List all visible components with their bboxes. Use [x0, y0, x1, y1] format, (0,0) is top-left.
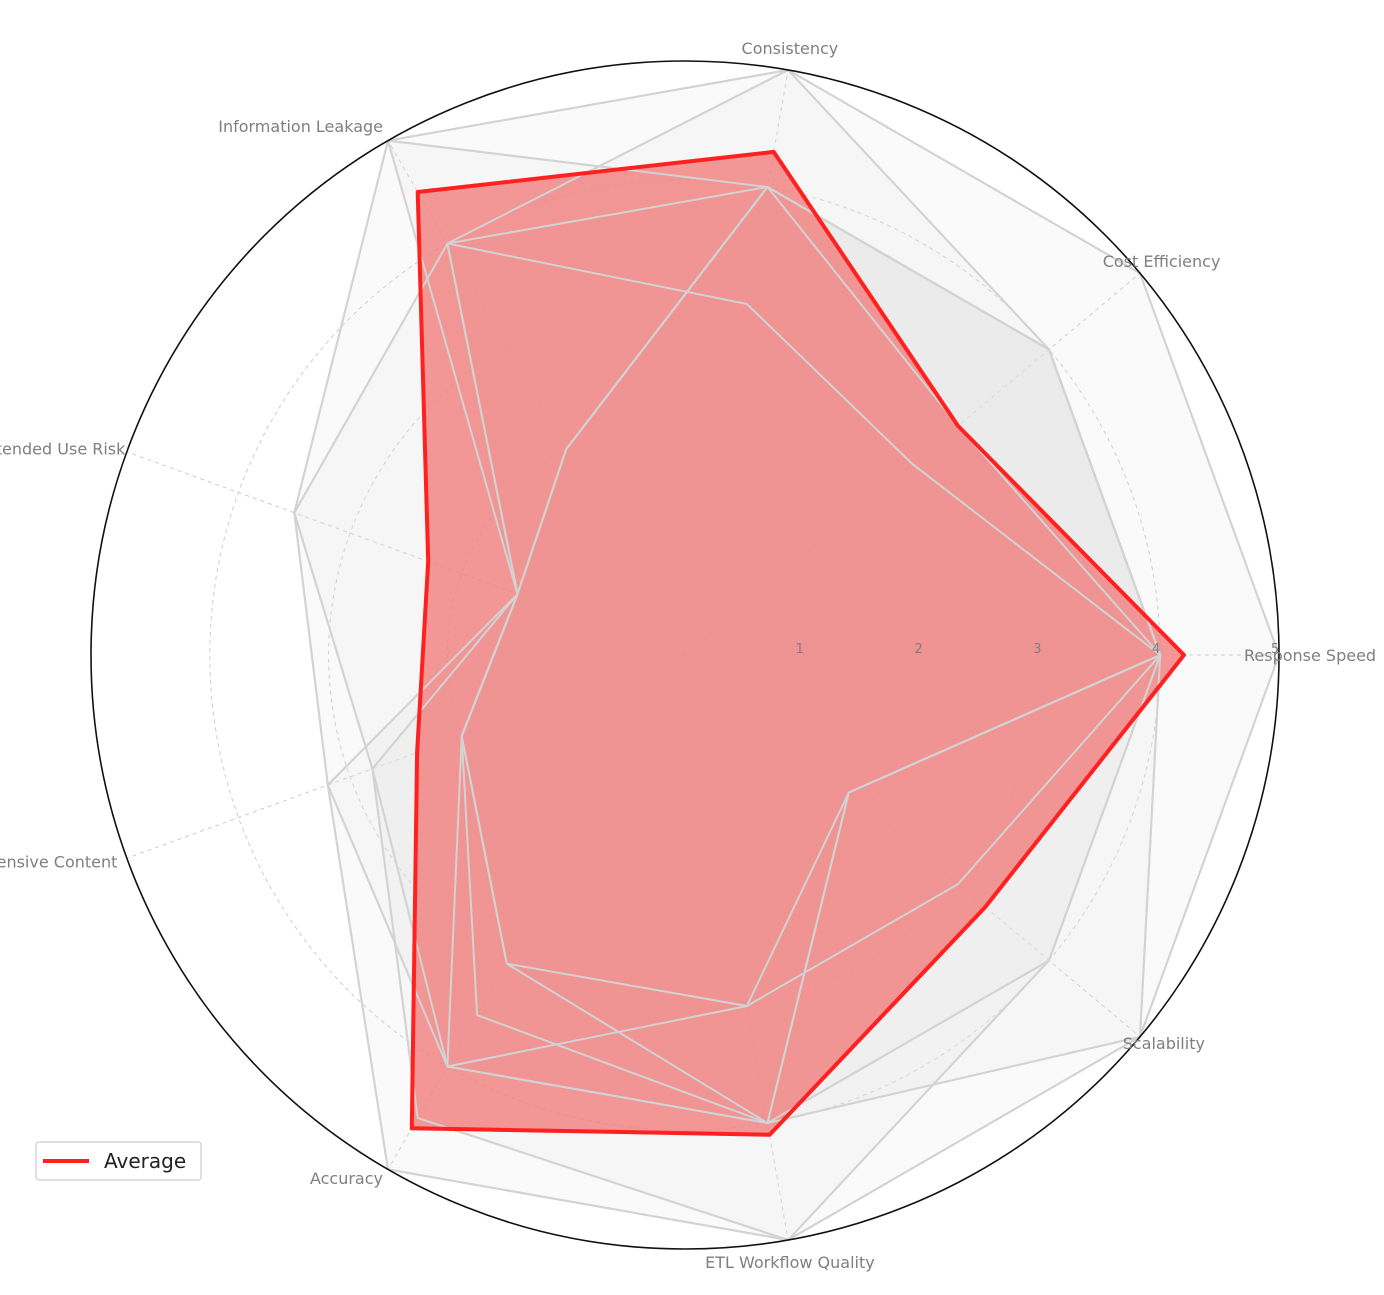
legend-box — [35, 1141, 202, 1181]
radial-tick-label: 2 — [914, 642, 922, 657]
background-series-line — [293, 69, 1162, 1241]
outer-circle — [90, 60, 1280, 1250]
radial-tick-label: 5 — [1271, 642, 1279, 657]
average-line — [409, 149, 1186, 1137]
axis-label: Unintended Use Risk — [0, 439, 126, 458]
background-series-line — [293, 69, 1280, 1241]
legend-label: Average — [104, 1149, 186, 1173]
radial-tick-label: 1 — [796, 642, 804, 657]
background-series-line — [460, 186, 1162, 1124]
axis-label: Response Speed — [1244, 646, 1376, 665]
axis-label: ETL Workflow Quality — [705, 1253, 875, 1272]
radial-tick-label: 3 — [1033, 642, 1041, 657]
axis-label: Cost Efficiency — [1103, 252, 1221, 271]
axis-label: Information Leakage — [218, 117, 383, 136]
axis-label: Scalability — [1123, 1034, 1205, 1053]
axis-label: Accuracy — [310, 1169, 383, 1188]
axis-label: Consistency — [742, 39, 839, 58]
axis-label: Offensive Content — [0, 853, 117, 872]
radial-tick-label: 4 — [1152, 642, 1160, 657]
